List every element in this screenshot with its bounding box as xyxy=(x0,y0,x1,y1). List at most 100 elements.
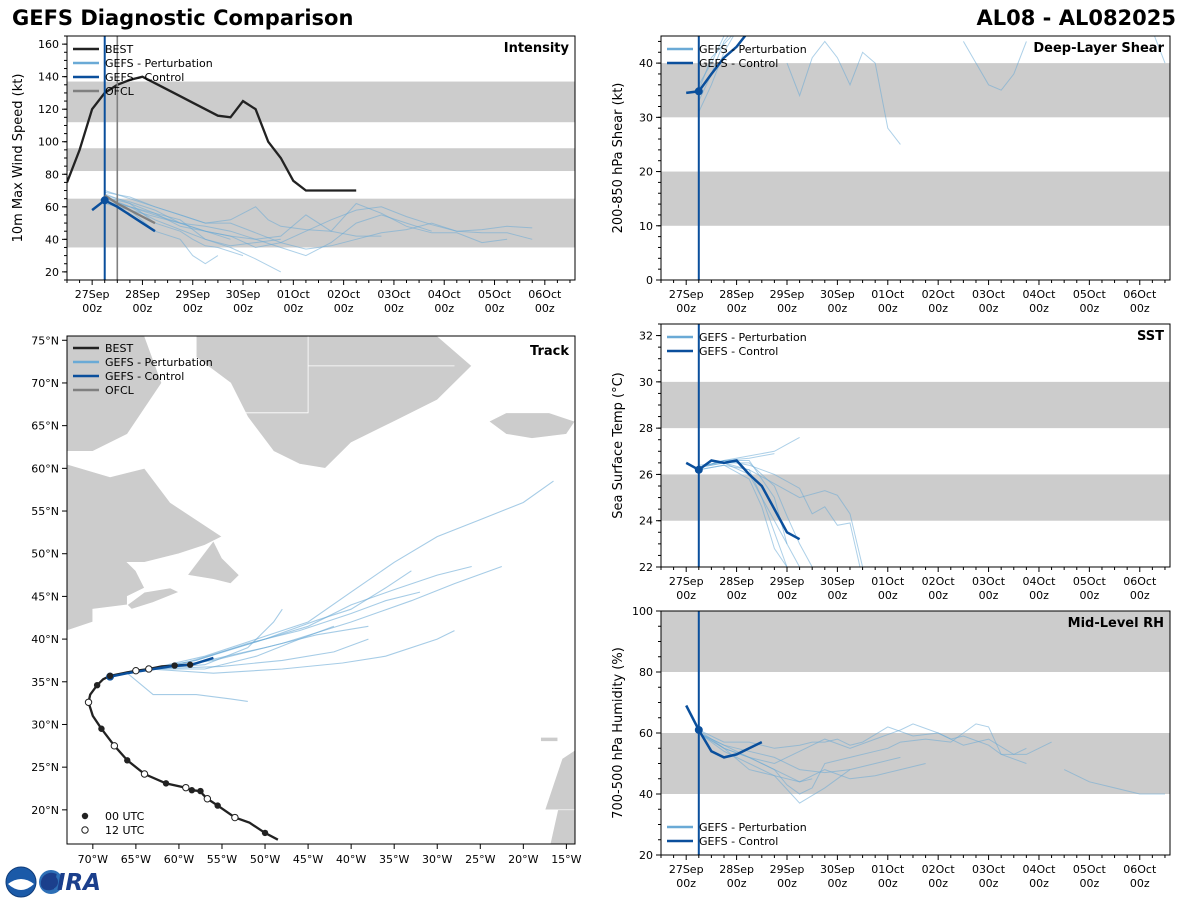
legend-label: OFCL xyxy=(105,85,135,98)
best-point-00utc xyxy=(186,661,194,668)
y-tick-label: 28 xyxy=(639,422,653,435)
y-tick-label: 60 xyxy=(639,727,653,740)
x-tick-label: 02Oct xyxy=(327,288,361,301)
sst-panel: 27Sep00z28Sep00z29Sep00z30Sep00z01Oct00z… xyxy=(611,323,1171,602)
x-tick-label: 05Oct xyxy=(478,288,512,301)
perturbation-track xyxy=(148,570,412,670)
perturbation-line xyxy=(786,40,901,145)
perturbation-line xyxy=(104,193,244,257)
x-tick-label: 29Sep xyxy=(770,288,805,301)
threshold-band xyxy=(661,63,1170,118)
perturbation-line xyxy=(698,723,1027,795)
control-init-point xyxy=(694,465,703,474)
legend-label: GEFS - Control xyxy=(105,71,184,84)
threshold-band xyxy=(661,733,1170,794)
best-point-00utc xyxy=(106,672,114,680)
x-tick-label: 06Oct xyxy=(1123,863,1157,876)
y-tick-label: 60 xyxy=(45,201,59,214)
x-tick-label: 00z xyxy=(979,589,999,602)
y-tick-label: 40 xyxy=(639,788,653,801)
legend-label: BEST xyxy=(105,342,133,355)
x-tick-label: 00z xyxy=(1029,877,1049,890)
y-tick-label: 160 xyxy=(38,38,59,51)
control-init-point xyxy=(100,196,109,205)
x-tick-label: 00z xyxy=(1130,589,1150,602)
landmass xyxy=(126,587,180,610)
x-tick-label: 30Sep xyxy=(226,288,261,301)
x-tick-label: 03Oct xyxy=(377,288,411,301)
y-tick-label: 24 xyxy=(639,515,653,528)
x-tick-label: 27Sep xyxy=(669,863,704,876)
x-tick-label: 00z xyxy=(878,877,898,890)
landmass xyxy=(186,540,240,584)
y-tick-label: 50°N xyxy=(31,548,59,561)
x-tick-label: 29Sep xyxy=(175,288,210,301)
track-panel: 70°W 65°W 60°W 55°W 50°W 45°W 40°W 35°W 30°W 25°W… xyxy=(31,334,581,866)
noaa-logo-icon xyxy=(5,866,63,898)
legend-label: GEFS - Perturbation xyxy=(105,57,213,70)
y-tick-label: 60°N xyxy=(31,462,59,475)
x-tick-label: 00z xyxy=(727,589,747,602)
y-tick-label: 70°N xyxy=(31,377,59,390)
axes-frame xyxy=(66,335,576,845)
landmass xyxy=(195,336,473,469)
y-tick-label: 30 xyxy=(639,376,653,389)
x-tick-label: 27Sep xyxy=(669,575,704,588)
x-tick-label: 02Oct xyxy=(922,863,956,876)
intensity-panel: 27Sep00z28Sep00z29Sep00z30Sep00z01Oct00z… xyxy=(11,35,576,315)
threshold-band xyxy=(67,148,575,172)
landmass xyxy=(540,736,559,742)
x-tick-label: 00z xyxy=(233,302,253,315)
legend-marker-00utc xyxy=(81,812,89,820)
perturbation-line xyxy=(698,36,733,91)
x-tick-label: 20°W xyxy=(508,853,538,866)
x-tick-label: 00z xyxy=(928,877,948,890)
legend-label: GEFS - Control xyxy=(699,57,778,70)
y-tick-label: 40°N xyxy=(31,633,59,646)
threshold-band xyxy=(67,81,575,123)
perturbation-line xyxy=(104,201,281,247)
control-line xyxy=(685,459,801,541)
y-tick-label: 55°N xyxy=(31,505,59,518)
x-tick-label: 00z xyxy=(827,877,847,890)
x-tick-label: 02Oct xyxy=(922,575,956,588)
y-tick-label: 75°N xyxy=(31,334,59,347)
y-tick-label: 30°N xyxy=(31,718,59,731)
legend-label: GEFS - Control xyxy=(699,835,778,848)
best-point-00utc xyxy=(188,787,196,794)
best-point-00utc xyxy=(162,780,170,787)
x-tick-label: 35°W xyxy=(379,853,409,866)
y-tick-label: 25°N xyxy=(31,761,59,774)
x-tick-label: 70°W xyxy=(78,853,108,866)
x-tick-label: 27Sep xyxy=(669,288,704,301)
x-tick-label: 01Oct xyxy=(277,288,311,301)
panel-title: Deep-Layer Shear xyxy=(1033,41,1164,56)
y-axis-label: 10m Max Wind Speed (kt) xyxy=(11,74,26,243)
best-point-00utc xyxy=(261,829,269,837)
x-tick-label: 06Oct xyxy=(1123,288,1157,301)
y-tick-label: 20 xyxy=(45,266,59,279)
best-point-12utc xyxy=(182,783,190,792)
threshold-band xyxy=(661,381,1170,429)
best-point-12utc xyxy=(203,795,212,803)
x-tick-label: 00z xyxy=(979,877,999,890)
x-tick-label: 00z xyxy=(1079,877,1099,890)
x-tick-label: 03Oct xyxy=(972,575,1006,588)
x-tick-label: 04Oct xyxy=(1022,863,1056,876)
best-point-12utc xyxy=(145,665,153,673)
map-area xyxy=(67,336,575,844)
perturbation-line xyxy=(698,462,864,567)
x-tick-label: 00z xyxy=(485,302,505,315)
x-tick-label: 29Sep xyxy=(770,863,805,876)
x-tick-label: 00z xyxy=(1029,302,1049,315)
best-point-00utc xyxy=(98,725,105,732)
x-tick-label: 05Oct xyxy=(1073,863,1107,876)
ofcl-line xyxy=(104,194,156,225)
perturbation-line xyxy=(698,464,788,567)
panel-title: Track xyxy=(530,344,569,359)
x-tick-label: 00z xyxy=(727,877,747,890)
panel-title: Mid-Level RH xyxy=(1068,616,1164,631)
